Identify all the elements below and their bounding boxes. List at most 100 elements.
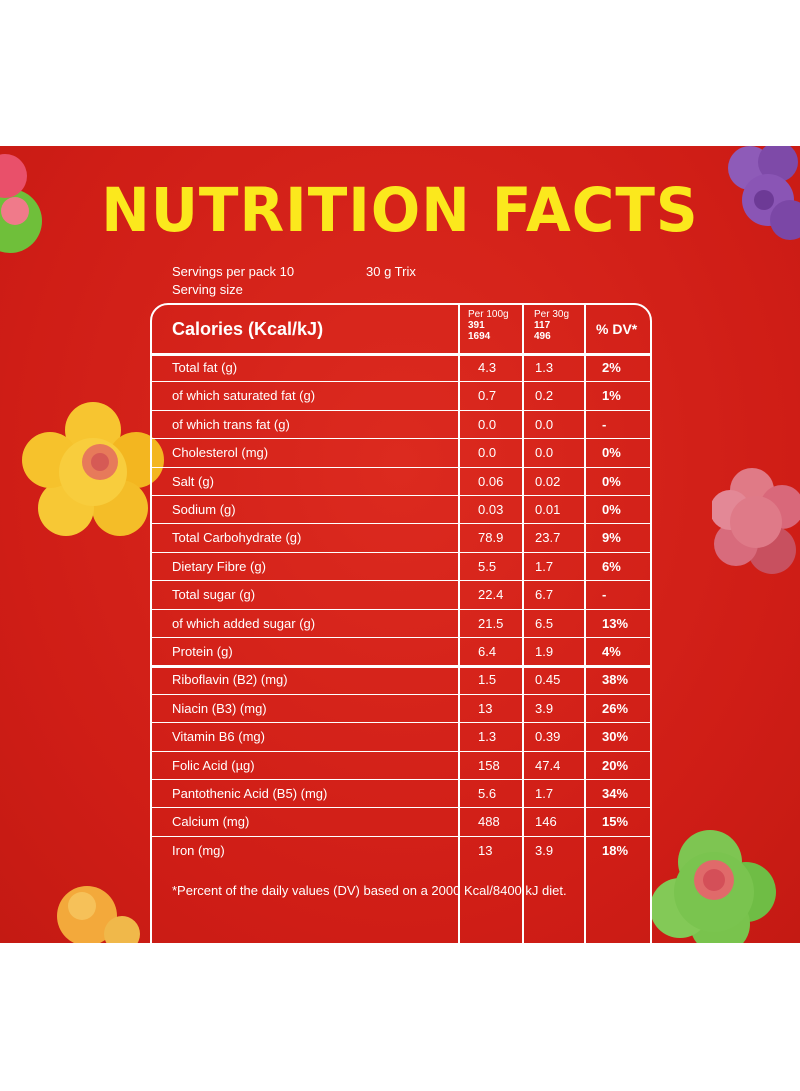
per-100g-value: 0.0 — [478, 445, 497, 461]
dv-value: 18% — [602, 842, 629, 858]
per-100g-kcal: 391 — [468, 320, 485, 331]
row-divider — [152, 495, 650, 496]
per-100g-value: 0.7 — [478, 388, 497, 404]
dv-value: 2% — [602, 360, 621, 375]
nutrient-name: of which saturated fat (g) — [172, 388, 316, 404]
row-divider — [152, 353, 650, 356]
per-100g-value: 13 — [478, 700, 493, 716]
per-100g-value: 5.6 — [478, 786, 497, 801]
per-30g-value: 0.0 — [535, 416, 554, 432]
table-row: Calcium (mg) 488 146 15% — [152, 807, 650, 835]
serving-size-value: 30 g Trix — [366, 264, 416, 279]
per-30g-value: 47.4 — [535, 757, 561, 773]
nutrient-name: of which added sugar (g) — [172, 615, 316, 631]
table-row: of which trans fat (g) 0.0 0.0 - — [152, 410, 650, 438]
nutrient-name: Niacin (B3) (mg) — [172, 700, 267, 716]
per-100g-value: 0.03 — [478, 502, 504, 517]
row-divider — [152, 381, 650, 383]
per-100g-value: 21.5 — [478, 615, 504, 631]
table-row: Total sugar (g) 22.4 6.7 - — [152, 580, 650, 608]
dv-value: 30% — [602, 729, 629, 745]
row-divider — [152, 665, 650, 668]
dv-value: 1% — [602, 388, 621, 404]
cereal-piece-green-top-left — [0, 154, 42, 253]
row-divider — [152, 438, 650, 440]
per-30g-value: 0.01 — [535, 502, 561, 517]
nutrient-name: Calcium (mg) — [172, 814, 250, 830]
dv-value: 38% — [602, 672, 629, 688]
column-divider-2 — [522, 305, 524, 943]
table-row: Iron (mg) 13 3.9 18% — [152, 836, 650, 864]
page-title: NUTRITION FACTS — [101, 174, 699, 246]
nutrient-name: of which trans fat (g) — [172, 416, 290, 432]
per-100g-value: 0.06 — [478, 473, 504, 489]
row-divider — [152, 608, 650, 610]
per-100g-value: 4.3 — [478, 360, 497, 375]
row-divider — [152, 551, 650, 553]
per-100g-value: 488 — [478, 814, 500, 830]
row-divider — [152, 523, 650, 525]
nutrient-name: Folic Acid (µg) — [172, 757, 255, 773]
dv-value: 6% — [602, 558, 621, 574]
row-divider — [152, 466, 650, 468]
table-row: Vitamin B6 (mg) 1.3 0.39 30% — [152, 722, 650, 750]
table-row: of which added sugar (g) 21.5 6.5 13% — [152, 609, 650, 637]
per-30g-value: 0.02 — [535, 473, 561, 489]
serving-size-label: Serving size — [172, 282, 243, 297]
dv-header: % DV* — [596, 321, 638, 337]
table-row: Dietary Fibre (g) 5.5 1.7 6% — [152, 552, 650, 580]
row-divider — [152, 409, 650, 411]
nutrient-name: Salt (g) — [172, 473, 214, 489]
per-100g-value: 0.0 — [478, 416, 497, 432]
nutrient-name: Protein (g) — [172, 644, 233, 659]
per-30g-kcal: 117 — [534, 320, 551, 331]
per-30g-value: 0.39 — [535, 729, 561, 745]
per-100g-value: 78.9 — [478, 530, 504, 546]
dv-value: 0% — [602, 473, 621, 489]
row-divider — [152, 693, 650, 695]
column-divider-3 — [584, 305, 586, 943]
dv-value: 20% — [602, 757, 629, 773]
per-100g-kj: 1694 — [468, 331, 491, 342]
nutrient-name: Riboflavin (B2) (mg) — [172, 672, 288, 688]
per-30g-value: 3.9 — [535, 700, 554, 716]
table-row: Folic Acid (µg) 158 47.4 20% — [152, 751, 650, 779]
row-divider — [152, 637, 650, 638]
per-30g-value: 23.7 — [535, 530, 561, 546]
per-30g-value: 0.45 — [535, 672, 561, 688]
per-30g-value: 1.9 — [535, 644, 554, 659]
table-header: Calories (Kcal/kJ) Per 100g 391 1694 Per… — [152, 305, 650, 353]
nutrition-panel: NUTRITION FACTS Servings per pack 10 30 … — [0, 146, 800, 943]
nutrient-name: Cholesterol (mg) — [172, 445, 269, 461]
table-row: Total fat (g) 4.3 1.3 2% — [152, 353, 650, 381]
cereal-flower-yellow-left — [22, 402, 164, 536]
per-100g-value: 13 — [478, 842, 493, 858]
per-30g-value: 6.5 — [535, 615, 554, 631]
nutrient-name: Sodium (g) — [172, 502, 236, 517]
per-30g-value: 0.2 — [535, 388, 554, 404]
per-100g-value: 22.4 — [478, 587, 504, 603]
table-row: Riboflavin (B2) (mg) 1.5 0.45 38% — [152, 665, 650, 693]
nutrient-name: Iron (mg) — [172, 842, 225, 858]
table-row: Sodium (g) 0.03 0.01 0% — [152, 495, 650, 523]
calories-label: Calories (Kcal/kJ) — [172, 319, 324, 339]
table-row: Salt (g) 0.06 0.02 0% — [152, 467, 650, 495]
per-30g-kj: 496 — [534, 331, 551, 342]
table-row: Pantothenic Acid (B5) (mg) 5.6 1.7 34% — [152, 779, 650, 807]
dv-value: - — [602, 416, 607, 432]
row-divider — [152, 807, 650, 809]
dv-value: 4% — [602, 644, 621, 659]
dv-value: 0% — [602, 502, 621, 517]
row-divider — [152, 835, 650, 837]
table-row: Cholesterol (mg) 0.0 0.0 0% — [152, 438, 650, 466]
nutrient-name: Total fat (g) — [172, 360, 238, 375]
per-100g-value: 1.3 — [478, 729, 497, 745]
footnote: *Percent of the daily values (DV) based … — [172, 883, 567, 898]
per-100g-label: Per 100g — [468, 309, 509, 320]
nutrient-name: Total Carbohydrate (g) — [172, 530, 302, 546]
dv-value: - — [602, 587, 607, 603]
per-100g-value: 6.4 — [478, 644, 497, 659]
dv-value: 9% — [602, 530, 621, 546]
row-divider — [152, 779, 650, 780]
servings-per-pack: Servings per pack 10 — [172, 264, 295, 279]
